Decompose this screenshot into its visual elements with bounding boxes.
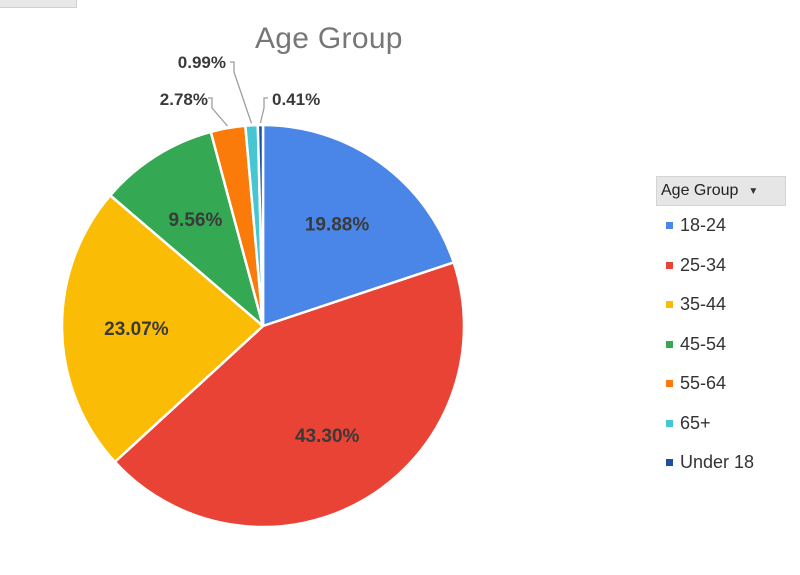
leader-line [230,61,253,124]
legend-item[interactable]: 45-54 [656,325,786,365]
legend-label: 25-34 [680,254,727,275]
legend-header-dropdown[interactable]: Age Group ▼ [656,176,786,206]
slice-data-label: 0.41% [272,90,320,109]
legend-header-label: Age Group [661,182,739,199]
legend[interactable]: Age Group ▼ 18-24 25-34 35-44 45-54 55-64 65+… [656,176,786,483]
legend-swatch [666,222,673,230]
legend-item[interactable]: 35-44 [656,285,786,325]
legend-swatch [666,301,673,309]
legend-label: 55-64 [680,373,727,394]
slice-data-label: 43.30% [295,426,360,447]
legend-swatch [666,340,673,348]
corner-tab [0,0,77,8]
legend-label: 18-24 [680,215,727,236]
legend-label: 45-54 [680,333,727,354]
slice-data-label: 19.88% [305,214,370,235]
legend-item[interactable]: 25-34 [656,246,786,286]
legend-swatch [666,459,673,467]
legend-label: 65+ [680,412,711,433]
pie-slice-45-54[interactable] [108,130,265,328]
chart-title: Age Group [255,22,403,55]
legend-swatch [666,261,673,269]
legend-swatch [666,380,673,388]
legend-item[interactable]: Under 18 [656,443,786,483]
pie-slice-35-44[interactable] [60,194,265,464]
slice-data-label: 2.78% [160,90,208,109]
slice-data-label: 9.56% [168,210,222,231]
pie-slice-18-24[interactable] [261,123,455,328]
leader-line [259,97,268,124]
dropdown-arrow-icon[interactable]: ▼ [748,185,759,197]
legend-label: Under 18 [680,452,755,473]
pie-slice-25-34[interactable] [113,261,466,529]
slice-data-label: 23.07% [104,319,169,340]
legend-label: 35-44 [680,294,727,315]
legend-item[interactable]: 65+ [656,404,786,444]
leader-line [208,97,229,127]
legend-swatch [666,419,673,427]
legend-item[interactable]: 18-24 [656,206,786,246]
pie-slice-under-18[interactable] [256,123,265,328]
legend-items: 18-24 25-34 35-44 45-54 55-64 65+ Under 18 [656,206,786,483]
legend-item[interactable]: 55-64 [656,364,786,404]
slice-data-label: 0.99% [178,53,226,72]
